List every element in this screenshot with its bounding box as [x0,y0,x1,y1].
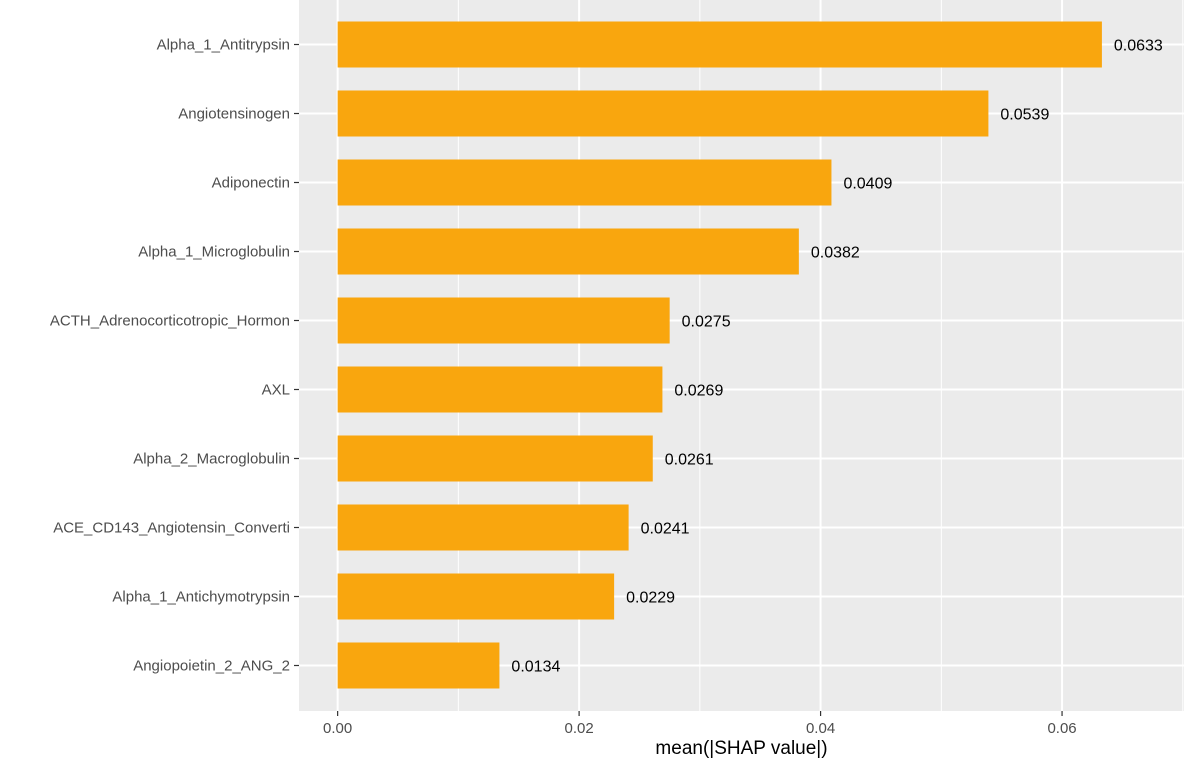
bar-value-label: 0.0633 [1114,38,1163,55]
x-axis-title: mean(|SHAP value|) [655,738,827,759]
bar-value-label: 0.0409 [843,176,892,193]
y-tick-label: AXL [262,382,290,399]
x-tick-label: 0.00 [323,720,352,737]
bar [337,90,989,137]
y-tick-label: Angiopoietin_2_ANG_2 [133,658,290,675]
x-axis: 0.00 0.02 0.04 0.06 [323,711,1077,737]
bar [337,435,653,482]
bar-value-label: 0.0261 [665,452,714,469]
x-tick-label: 0.04 [806,720,835,737]
bar-value-label: 0.0275 [682,314,731,331]
bar-value-label: 0.0269 [674,383,723,400]
bar [337,228,799,275]
y-tick-label: ACTH_Adrenocorticotropic_Hormon [50,313,290,330]
y-tick-label: Adiponectin [212,175,290,192]
bar [337,21,1102,68]
x-tick-label: 0.02 [565,720,594,737]
bar-value-label: 0.0134 [511,659,560,676]
value-labels-group: 0.0633 0.0539 0.0409 0.0382 0.0275 0.0269 0.02… [511,38,1163,676]
y-tick-label: Angiotensinogen [178,106,290,123]
bar-value-label: 0.0229 [626,590,675,607]
bar [337,159,832,206]
bar [337,573,615,620]
bar [337,504,629,551]
bar-value-label: 0.0382 [811,245,860,262]
y-tick-label: Alpha_1_Antitrypsin [157,37,290,54]
y-tick-label: ACE_CD143_Angiotensin_Converti [53,520,290,537]
y-tick-label: Alpha_1_Antichymotrypsin [112,589,290,606]
bar-value-label: 0.0539 [1000,107,1049,124]
bar [337,366,663,413]
bars-group [337,21,1102,689]
bar-value-label: 0.0241 [641,521,690,538]
y-tick-label: Alpha_2_Macroglobulin [133,451,290,468]
y-axis: Alpha_1_Antitrypsin Angiotensinogen Adipon… [50,37,299,675]
y-tick-label: Alpha_1_Microglobulin [138,244,290,261]
bar [337,297,670,344]
bar [337,642,500,689]
x-tick-label: 0.06 [1047,720,1076,737]
